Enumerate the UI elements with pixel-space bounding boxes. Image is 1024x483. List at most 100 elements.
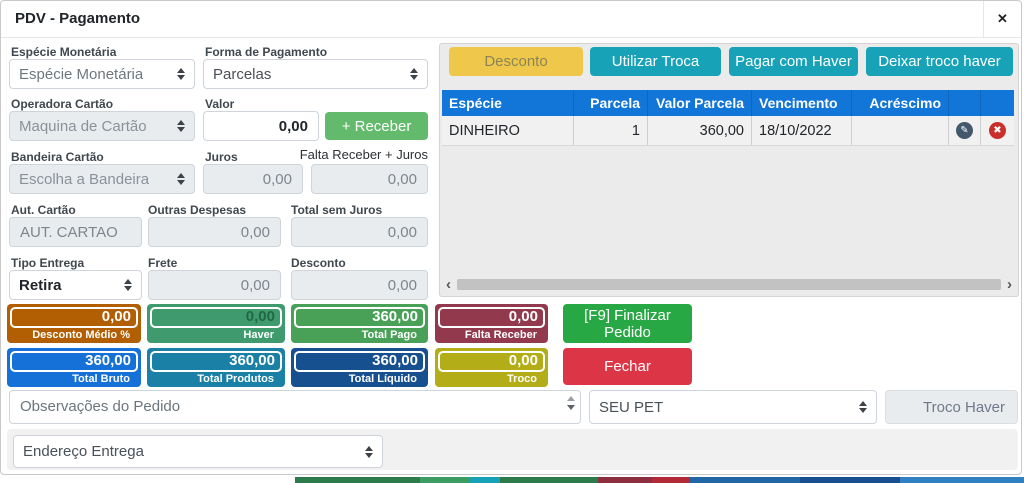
scroll-left-icon[interactable]: ‹ [446, 276, 451, 293]
scroll-right-icon[interactable]: › [1007, 276, 1012, 293]
tipo-entrega-label: Tipo Entrega [11, 256, 85, 270]
cell-valor-parcela: 360,00 [648, 116, 752, 145]
forma-pagamento-select[interactable]: Parcelas [203, 59, 428, 89]
select-caret-icon [177, 120, 185, 132]
operadora-cartao-value: Maquina de Cartão [19, 117, 147, 135]
tile-total-liquido: 360,00 Total Líquido [291, 348, 428, 387]
spinner-down-icon[interactable] [567, 405, 575, 410]
cell-acrescimo [852, 116, 949, 145]
tile-total-bruto-label: Total Bruto [72, 373, 130, 385]
juros-input [203, 164, 303, 194]
select-caret-icon [859, 401, 867, 413]
operadora-cartao-select: Maquina de Cartão [9, 111, 195, 141]
forma-pagamento-label: Forma de Pagamento [205, 45, 328, 59]
tile-total-liquido-value: 360,00 [294, 351, 425, 372]
cliente-select[interactable]: SEU PET [589, 390, 877, 424]
scrollbar-thumb[interactable] [457, 279, 1001, 290]
finalizar-pedido-button[interactable]: [F9] Finalizar Pedido [563, 304, 692, 343]
header-parcela: Parcela [574, 90, 648, 116]
observacoes-textarea[interactable] [9, 390, 581, 424]
juros-label: Juros [205, 150, 238, 164]
tile-falta-receber: 0,00 Falta Receber [435, 304, 548, 343]
select-caret-icon [124, 279, 132, 291]
select-caret-icon [410, 68, 418, 80]
header-valor-parcela: Valor Parcela [648, 90, 752, 116]
delete-icon[interactable]: ✖ [989, 122, 1006, 139]
outras-despesas-input [148, 217, 281, 247]
aut-cartao-input [9, 217, 142, 247]
tile-total-bruto: 360,00 Total Bruto [7, 348, 141, 387]
troco-haver-button[interactable]: Troco Haver [885, 390, 1018, 424]
payments-panel: Desconto Utilizar Troca Pagar com Haver … [439, 43, 1019, 297]
payment-table-row: DINHEIRO 1 360,00 18/10/2022 ✎ ✖ [442, 116, 1014, 146]
dialog-title: PDV - Pagamento [15, 10, 141, 27]
especie-monetaria-value: Espécie Monetária [19, 65, 144, 83]
tile-troco-value: 0,00 [438, 351, 545, 372]
endereco-entrega-select[interactable]: Endereço Entrega [13, 435, 383, 468]
cliente-value: SEU PET [599, 398, 664, 416]
tile-haver-label: Haver [243, 329, 274, 341]
desconto-input [291, 270, 428, 300]
tile-haver-value: 0,00 [150, 307, 282, 328]
frete-input [148, 270, 281, 300]
bandeira-cartao-select: Escolha a Bandeira [9, 164, 195, 194]
valor-input[interactable] [203, 111, 319, 141]
header-delete-col [981, 90, 1014, 116]
tile-desconto-medio: 0,00 Desconto Médio % [7, 304, 141, 343]
cell-parcela: 1 [574, 116, 648, 145]
falta-receber-juros-input [311, 164, 428, 194]
deixar-troco-haver-button[interactable]: Deixar troco haver [866, 47, 1013, 76]
select-caret-icon [365, 445, 373, 458]
forma-pagamento-value: Parcelas [213, 65, 272, 83]
header-edit-col [949, 90, 981, 116]
tile-total-produtos-label: Total Produtos [197, 373, 274, 385]
outras-despesas-label: Outras Despesas [148, 203, 247, 217]
cell-vencimento: 18/10/2022 [752, 116, 852, 145]
tile-total-produtos-value: 360,00 [150, 351, 282, 372]
receber-button[interactable]: + Receber [325, 112, 428, 140]
header-vencimento: Vencimento [752, 90, 852, 116]
observacoes-wrap [9, 390, 581, 424]
payments-table-header: Espécie Parcela Valor Parcela Vencimento… [442, 90, 1014, 116]
tile-falta-receber-label: Falta Receber [464, 329, 537, 341]
pagar-com-haver-button[interactable]: Pagar com Haver [729, 47, 858, 76]
header-especie: Espécie [442, 90, 574, 116]
tile-total-produtos: 360,00 Total Produtos [147, 348, 285, 387]
close-icon[interactable]: ✕ [983, 1, 1021, 37]
tile-total-pago-label: Total Pago [361, 329, 417, 341]
tile-desconto-medio-label: Desconto Médio % [32, 329, 130, 341]
tile-total-pago-value: 360,00 [294, 307, 425, 328]
falta-receber-juros-label: Falta Receber + Juros [299, 147, 428, 162]
utilizar-troca-button[interactable]: Utilizar Troca [590, 47, 721, 76]
tile-haver: 0,00 Haver [147, 304, 285, 343]
cell-delete: ✖ [981, 116, 1014, 145]
desconto-label: Desconto [291, 256, 346, 270]
bandeira-cartao-value: Escolha a Bandeira [19, 170, 150, 188]
select-caret-icon [177, 173, 185, 185]
tile-total-bruto-value: 360,00 [10, 351, 138, 372]
frete-label: Frete [148, 256, 178, 270]
spinner-up-icon[interactable] [567, 396, 575, 401]
tile-troco: 0,00 Troco [435, 348, 548, 387]
desconto-button[interactable]: Desconto [449, 47, 583, 76]
edit-icon[interactable]: ✎ [956, 122, 973, 139]
horizontal-scrollbar: ‹ › [442, 276, 1016, 293]
header-acrescimo: Acréscimo [852, 90, 949, 116]
dialog-titlebar: PDV - Pagamento ✕ [1, 1, 1021, 38]
tile-desconto-medio-value: 0,00 [10, 307, 138, 328]
spinner [567, 396, 575, 410]
fechar-button[interactable]: Fechar [563, 348, 692, 385]
operadora-cartao-label: Operadora Cartão [11, 97, 114, 111]
valor-label: Valor [205, 97, 235, 111]
aut-cartao-label: Aut. Cartão [11, 203, 76, 217]
total-sem-juros-input [291, 217, 428, 247]
tile-total-liquido-label: Total Líquido [348, 373, 417, 385]
especie-monetaria-label: Espécie Monetária [11, 45, 117, 59]
tipo-entrega-value: Retira [19, 276, 62, 294]
background-content-strip [0, 477, 1024, 483]
tile-falta-receber-value: 0,00 [438, 307, 545, 328]
tipo-entrega-select[interactable]: Retira [9, 270, 142, 300]
especie-monetaria-select[interactable]: Espécie Monetária [9, 59, 195, 89]
